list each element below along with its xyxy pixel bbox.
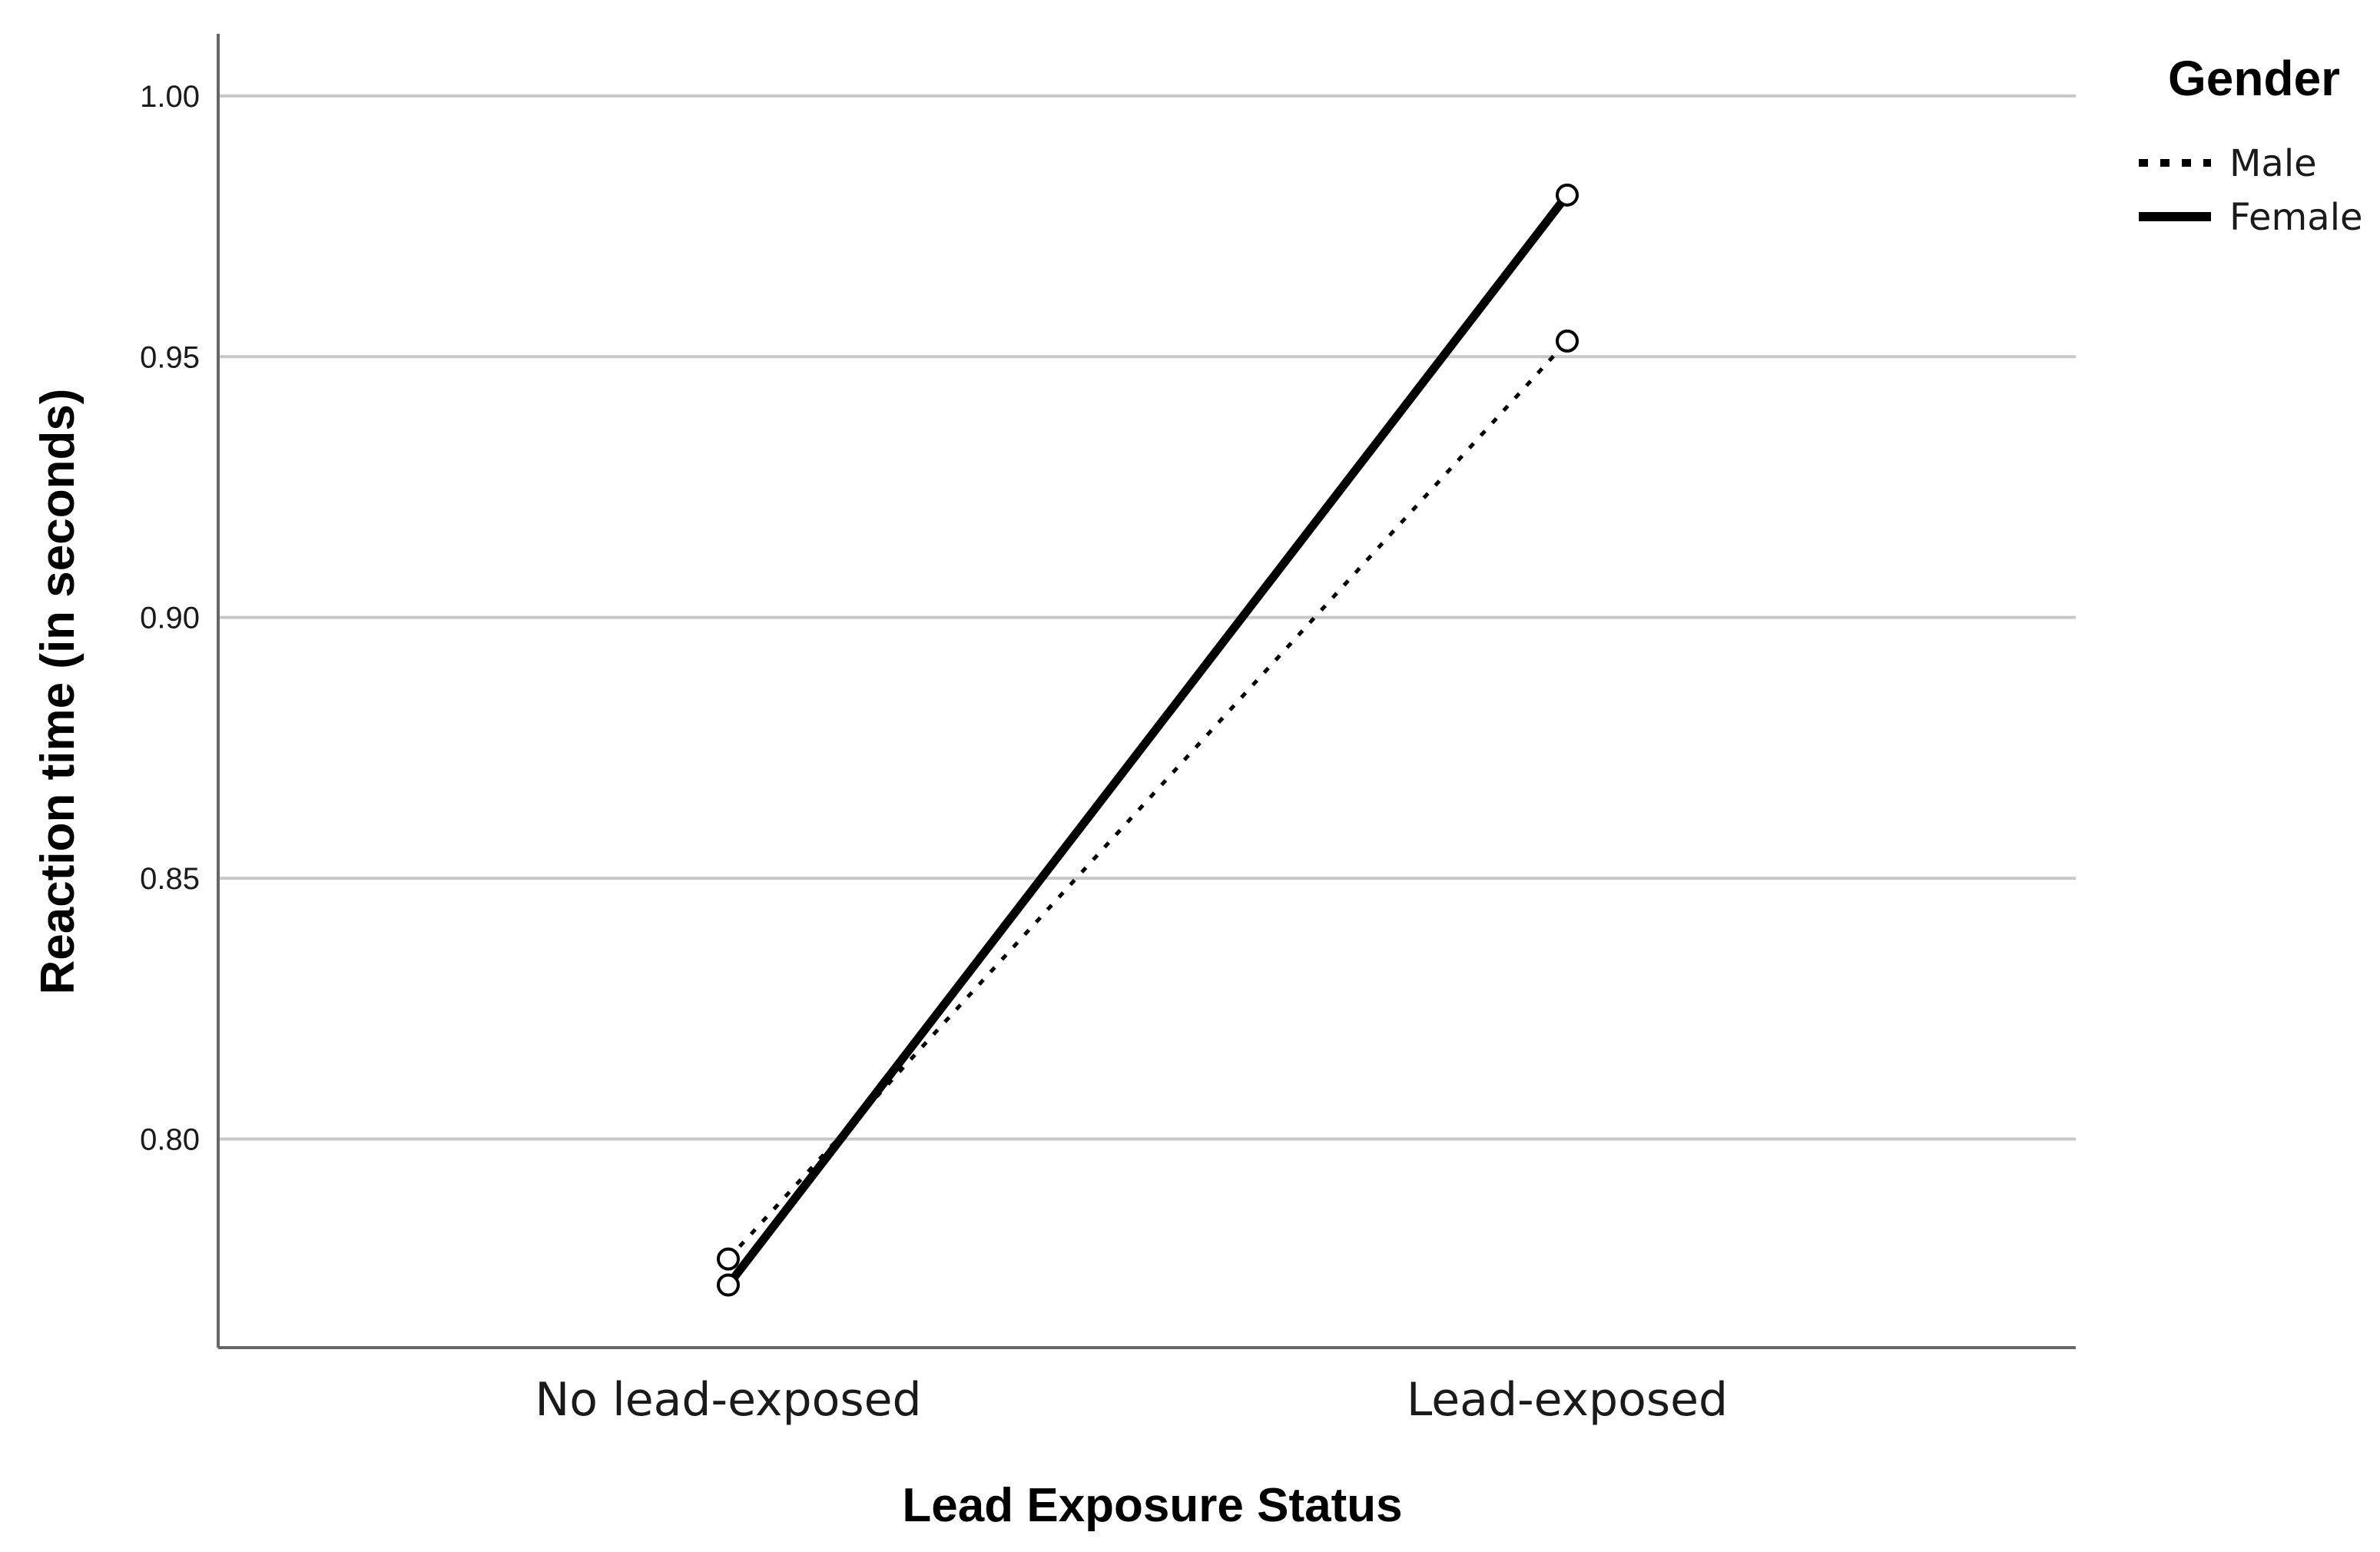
- legend-label-female: Female: [2229, 196, 2363, 239]
- data-point-male: [717, 1247, 740, 1271]
- data-point-female: [1556, 183, 1579, 207]
- legend: Gender Male Female: [2139, 51, 2363, 239]
- x-category-label: Lead-exposed: [1407, 1373, 1728, 1427]
- axes: [217, 34, 2076, 1349]
- legend-label-male: Male: [2229, 142, 2317, 185]
- series-line-female: [724, 192, 1571, 1288]
- y-tick-label: 0.95: [140, 340, 200, 374]
- y-tick-label: 0.85: [140, 862, 200, 896]
- y-tick-labels: 0.80 0.85 0.90 0.95 1.00: [140, 80, 200, 1157]
- y-tick-label: 0.90: [140, 602, 200, 635]
- series-lines: [724, 192, 1571, 1288]
- y-tick-label: 1.00: [140, 80, 200, 114]
- x-category-label: No lead-exposed: [535, 1373, 921, 1427]
- data-point-female: [717, 1273, 740, 1297]
- gridlines: [218, 94, 2076, 1141]
- x-axis-title: Lead Exposure Status: [902, 1479, 1402, 1532]
- x-category-labels: No lead-exposed Lead-exposed: [535, 1373, 1728, 1427]
- data-points: [717, 183, 1579, 1297]
- y-tick-label: 0.80: [140, 1123, 200, 1156]
- legend-title: Gender: [2168, 51, 2340, 106]
- y-axis-title: Reaction time (in seconds): [31, 389, 85, 995]
- data-point-male: [1556, 329, 1579, 353]
